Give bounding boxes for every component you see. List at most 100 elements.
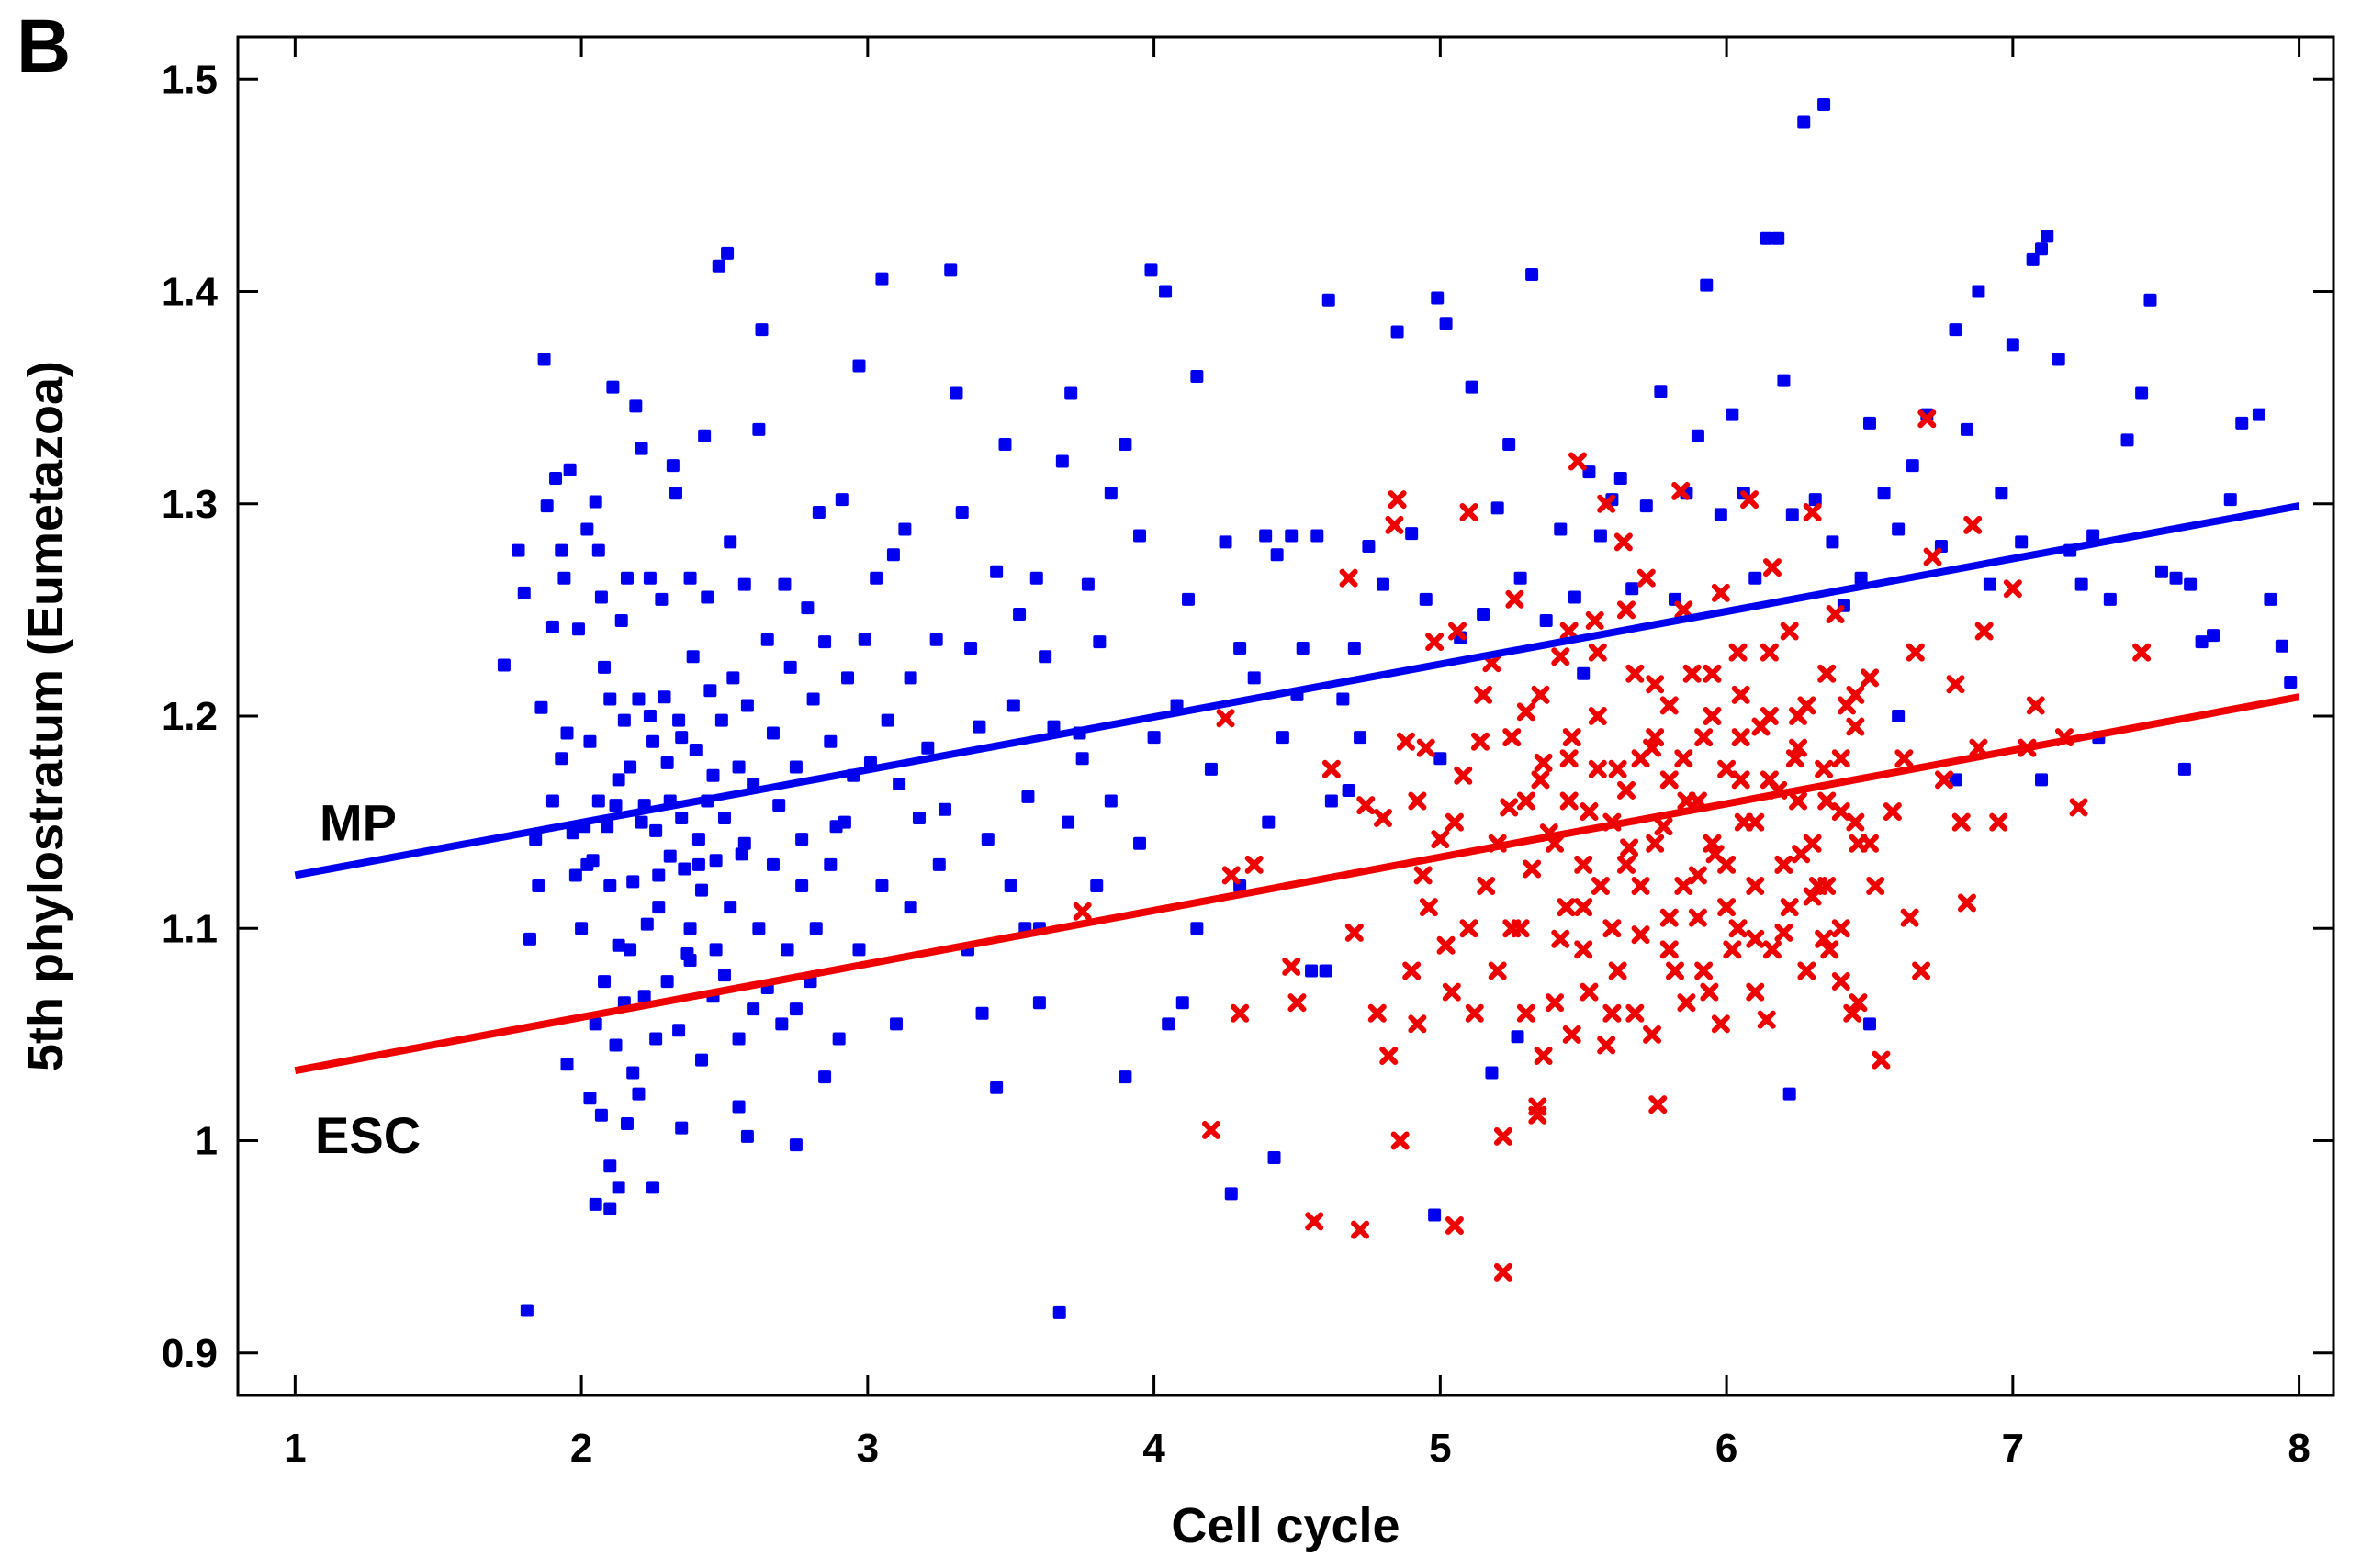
point-mp xyxy=(603,879,617,892)
point-mp xyxy=(529,833,543,846)
point-esc xyxy=(1588,759,1607,778)
point-esc xyxy=(2026,696,2045,715)
point-esc xyxy=(1416,738,1435,757)
point-esc xyxy=(1580,982,1599,1002)
point-mp xyxy=(1691,429,1704,442)
point-mp xyxy=(1539,613,1553,627)
point-esc xyxy=(1674,877,1693,895)
point-mp xyxy=(1013,608,1027,621)
point-esc xyxy=(1831,802,1850,822)
point-esc xyxy=(1648,1095,1668,1114)
point-mp xyxy=(675,812,689,824)
point-mp xyxy=(612,938,625,952)
axis-ticks: 1 2 3 4 5 6 7 8 0.9 1 1.1 1.2 1.3 1.4 1.5 xyxy=(162,37,2333,1471)
point-mp xyxy=(1700,278,1714,292)
point-esc xyxy=(1694,728,1714,747)
point-mp xyxy=(1771,231,1785,245)
point-mp xyxy=(1004,879,1017,892)
point-esc xyxy=(1425,633,1445,652)
point-esc xyxy=(1688,908,1707,927)
point-esc xyxy=(1493,1262,1512,1282)
point-esc xyxy=(1846,717,1865,736)
point-esc xyxy=(1935,770,1954,790)
point-mp xyxy=(1270,548,1284,562)
y-tick-label: 1.5 xyxy=(162,57,218,102)
point-esc xyxy=(1646,834,1665,853)
point-esc xyxy=(1789,707,1808,725)
y-tick-label: 0.9 xyxy=(162,1331,218,1376)
point-mp xyxy=(1439,317,1453,330)
point-mp xyxy=(497,658,511,672)
point-mp xyxy=(580,857,594,871)
point-mp xyxy=(1062,815,1075,829)
point-mp xyxy=(1144,263,1158,277)
point-mp xyxy=(580,522,594,536)
point-esc xyxy=(1631,925,1650,945)
point-esc xyxy=(1546,993,1565,1013)
point-esc xyxy=(1774,855,1793,874)
point-esc xyxy=(1244,855,1264,874)
point-mp xyxy=(1233,642,1247,655)
point-mp xyxy=(1477,608,1490,621)
point-mp xyxy=(1972,285,1985,298)
point-esc xyxy=(1894,749,1914,768)
point-esc xyxy=(1957,893,1976,913)
point-esc xyxy=(1531,685,1550,704)
point-mp xyxy=(832,1032,846,1046)
point-esc xyxy=(1951,812,1971,832)
point-mp xyxy=(1362,540,1376,553)
point-esc xyxy=(1588,643,1607,662)
point-mp xyxy=(606,380,620,394)
point-esc xyxy=(1846,685,1865,704)
point-esc xyxy=(1613,532,1633,552)
point-esc xyxy=(1396,732,1415,751)
point-esc xyxy=(1762,558,1782,577)
point-mp xyxy=(898,522,912,536)
point-mp xyxy=(1960,422,1973,436)
point-mp xyxy=(672,1024,686,1037)
point-esc xyxy=(1789,738,1808,757)
point-mp xyxy=(1133,836,1147,850)
point-mp xyxy=(1133,529,1147,543)
point-esc xyxy=(1528,1097,1547,1116)
point-mp xyxy=(801,601,815,615)
point-esc xyxy=(1731,685,1750,704)
point-mp xyxy=(1433,752,1447,766)
point-mp xyxy=(2275,639,2288,653)
point-esc xyxy=(1817,877,1837,895)
point-mp xyxy=(1354,731,1367,745)
point-esc xyxy=(1580,802,1599,822)
point-mp xyxy=(939,802,952,816)
point-esc xyxy=(1631,877,1650,895)
point-esc xyxy=(1826,605,1845,623)
trend-line-mp xyxy=(294,502,2300,879)
point-esc xyxy=(1803,503,1822,521)
trend-line-esc xyxy=(294,693,2300,1075)
point-mp xyxy=(591,543,605,557)
point-mp xyxy=(783,660,797,674)
point-mp xyxy=(2235,416,2249,430)
point-esc xyxy=(1774,923,1793,942)
point-mp xyxy=(824,857,838,871)
point-esc xyxy=(1534,753,1553,772)
x-tick-label: 8 xyxy=(2288,1426,2310,1471)
series-label-esc: ESC xyxy=(315,1106,421,1164)
point-mp xyxy=(912,812,926,824)
point-esc xyxy=(1373,809,1392,827)
point-mp xyxy=(683,571,697,585)
point-mp xyxy=(660,756,674,769)
point-mp xyxy=(691,857,705,871)
point-mp xyxy=(549,472,563,485)
point-esc xyxy=(1559,791,1579,811)
point-mp xyxy=(689,744,703,756)
point-esc xyxy=(1815,759,1834,778)
point-mp xyxy=(1276,731,1289,745)
point-esc xyxy=(1445,1216,1464,1235)
point-esc xyxy=(1789,791,1808,811)
point-esc xyxy=(1445,812,1464,832)
point-mp xyxy=(626,1066,640,1080)
point-mp xyxy=(523,932,536,946)
point-esc xyxy=(1817,791,1837,811)
point-mp xyxy=(752,422,766,436)
point-mp xyxy=(1782,1087,1796,1101)
